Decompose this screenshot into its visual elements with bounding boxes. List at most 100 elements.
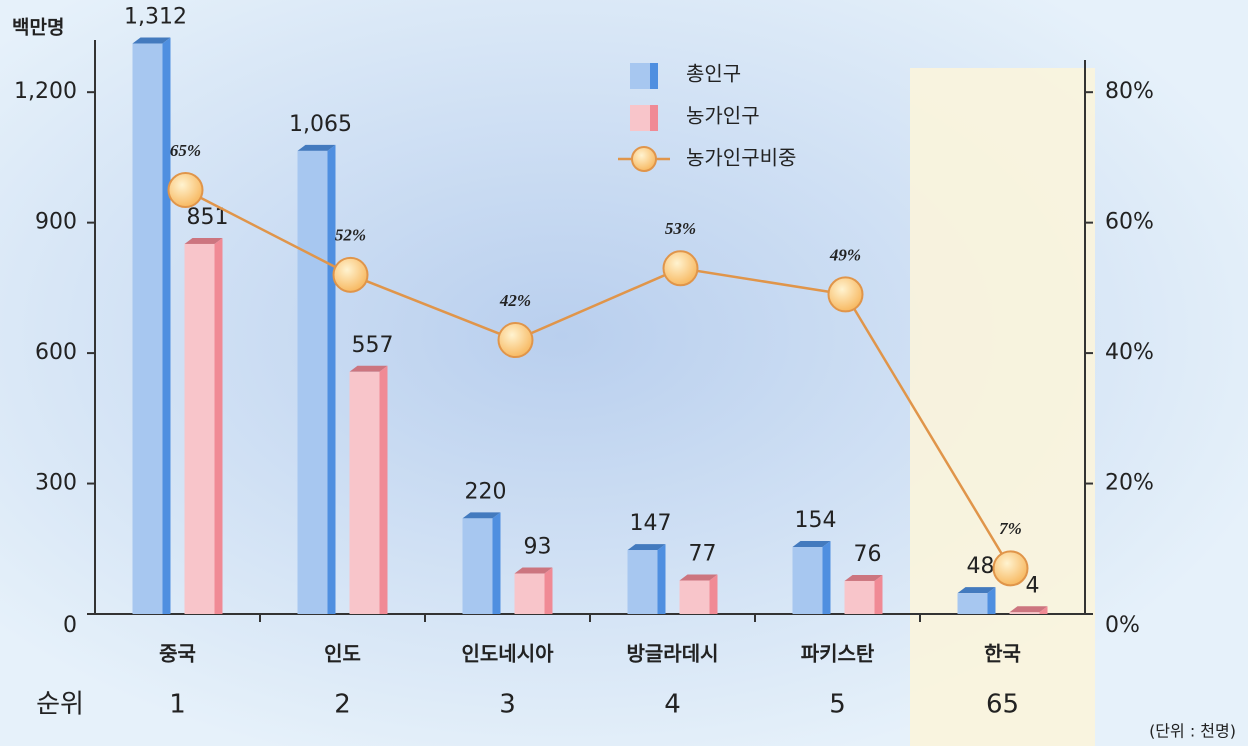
x-tick-label: 파키스탄 bbox=[801, 642, 875, 666]
bar-side bbox=[822, 541, 831, 614]
bar bbox=[679, 574, 718, 614]
bar-face bbox=[1009, 612, 1040, 614]
bar bbox=[349, 365, 388, 614]
line-point bbox=[497, 322, 534, 359]
bar-top bbox=[462, 512, 501, 519]
bar-top bbox=[132, 37, 171, 44]
rank-label: 순위 bbox=[36, 690, 84, 720]
bar-top bbox=[349, 365, 388, 372]
line-point bbox=[827, 276, 864, 313]
bar bbox=[184, 237, 223, 614]
value-label: 49% bbox=[829, 245, 861, 264]
bar-side bbox=[657, 544, 666, 614]
bar bbox=[462, 512, 501, 614]
rank: 2 bbox=[334, 690, 351, 720]
rank: 4 bbox=[664, 690, 681, 720]
unit-note: (단위 : 천명) bbox=[1149, 722, 1236, 741]
value-label: 42% bbox=[499, 291, 531, 310]
value-label: 1,312 bbox=[124, 4, 187, 29]
bar bbox=[792, 541, 831, 614]
bar-face bbox=[627, 550, 658, 614]
y-axis-label: 백만명 bbox=[12, 17, 64, 39]
value-label: 154 bbox=[795, 508, 837, 533]
x-tick-label: 인도 bbox=[324, 642, 361, 666]
bar-top bbox=[844, 574, 883, 581]
y2-tick-label: 60% bbox=[1105, 210, 1154, 235]
value-label: 147 bbox=[630, 511, 672, 536]
bar-side bbox=[327, 144, 336, 615]
value-label: 7% bbox=[999, 519, 1022, 538]
bar-face bbox=[349, 371, 380, 614]
bar-top bbox=[957, 587, 996, 594]
x-tick-label: 방글라데시 bbox=[627, 642, 719, 666]
value-label: 77 bbox=[689, 542, 717, 567]
y2-tick-label: 0% bbox=[1105, 613, 1140, 638]
bar-face bbox=[184, 243, 215, 614]
line-point bbox=[992, 550, 1029, 587]
bar-face bbox=[297, 150, 328, 615]
y-tick-label: 300 bbox=[35, 471, 77, 496]
value-label: 65% bbox=[170, 141, 201, 160]
bar-top bbox=[792, 541, 831, 548]
x-tick-label: 중국 bbox=[159, 642, 196, 666]
bar-top bbox=[679, 574, 718, 581]
rank: 1 bbox=[169, 690, 186, 720]
value-label: 1,065 bbox=[289, 112, 352, 137]
bar-side bbox=[379, 365, 388, 614]
value-label: 53% bbox=[665, 219, 696, 238]
value-label: 93 bbox=[524, 535, 552, 560]
x-tick-label: 한국 bbox=[984, 642, 1021, 666]
bar-side bbox=[1039, 606, 1048, 614]
bar-side bbox=[214, 237, 223, 614]
y2-tick-label: 20% bbox=[1105, 471, 1154, 496]
bar-side bbox=[709, 574, 718, 614]
y-tick-label: 1,200 bbox=[14, 79, 77, 104]
legend-swatch-side bbox=[650, 105, 658, 131]
line-point bbox=[662, 250, 699, 287]
bar-top bbox=[297, 144, 336, 151]
bar-face bbox=[462, 518, 493, 614]
line-point bbox=[167, 172, 204, 209]
value-label: 76 bbox=[854, 542, 882, 567]
bar-side bbox=[162, 37, 171, 615]
x-tick-label: 인도네시아 bbox=[462, 642, 555, 666]
bar-face bbox=[132, 43, 163, 615]
bar bbox=[627, 544, 666, 614]
value-label: 52% bbox=[335, 226, 366, 245]
bar-face bbox=[679, 580, 710, 614]
bar-top bbox=[514, 567, 553, 574]
legend-label: 농가인구비중 bbox=[686, 146, 796, 170]
value-label: 4 bbox=[1026, 573, 1040, 598]
bar-face bbox=[957, 593, 988, 614]
rank: 5 bbox=[829, 690, 846, 720]
bar bbox=[1009, 606, 1048, 614]
bar-face bbox=[844, 580, 875, 614]
bar-top bbox=[184, 237, 223, 244]
y-tick-label: 0 bbox=[63, 613, 77, 638]
value-label: 557 bbox=[352, 333, 394, 358]
legend-swatch bbox=[630, 63, 650, 89]
bar-side bbox=[987, 587, 996, 614]
legend-dot bbox=[631, 146, 657, 172]
bar bbox=[297, 144, 336, 615]
legend-label: 농가인구 bbox=[686, 104, 760, 128]
bar-top bbox=[627, 544, 666, 551]
highlight-band bbox=[910, 68, 1095, 746]
rank: 65 bbox=[986, 690, 1019, 720]
bar bbox=[132, 37, 171, 615]
line bbox=[184, 188, 1012, 569]
y-tick-label: 600 bbox=[35, 340, 77, 365]
bar bbox=[957, 587, 996, 614]
bar-side bbox=[874, 574, 883, 614]
y-tick-label: 900 bbox=[35, 210, 77, 235]
legend-swatch-side bbox=[650, 63, 658, 89]
bar-face bbox=[514, 573, 545, 614]
bar-face bbox=[792, 547, 823, 614]
y2-tick-label: 80% bbox=[1105, 79, 1154, 104]
value-label: 48 bbox=[967, 554, 995, 579]
bar bbox=[514, 567, 553, 614]
y2-tick-label: 40% bbox=[1105, 340, 1154, 365]
legend-label: 총인구 bbox=[686, 62, 741, 86]
rank: 3 bbox=[499, 690, 516, 720]
bar-side bbox=[492, 512, 501, 614]
